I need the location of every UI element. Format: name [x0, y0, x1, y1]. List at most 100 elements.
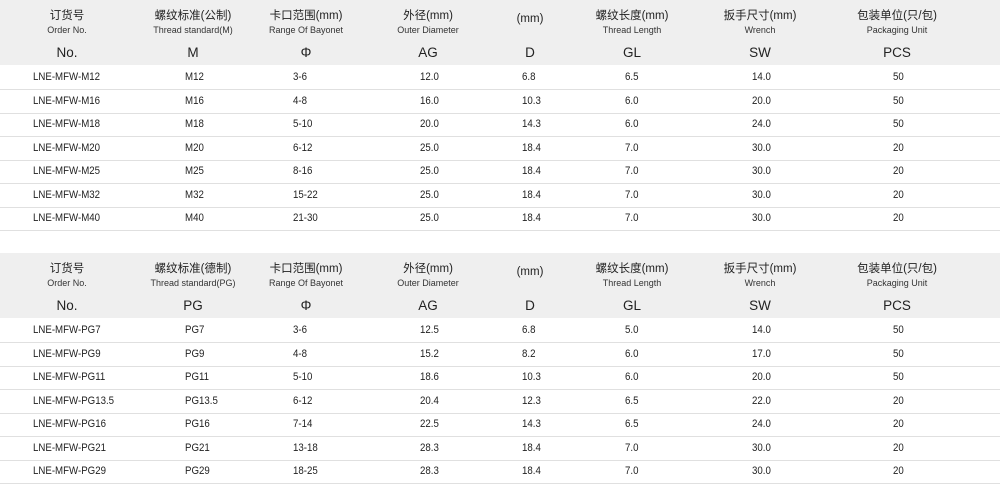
header-symbol: SW: [749, 45, 771, 60]
header-symbol: SW: [749, 298, 771, 313]
cell: LNE-MFW-M20: [33, 141, 101, 154]
header-symbol: PG: [183, 298, 203, 313]
header-zh: 螺纹标准(公制): [154, 10, 232, 22]
cell: LNE-MFW-PG16: [33, 418, 106, 430]
row-divider: [0, 389, 1000, 390]
row-divider: [0, 459, 1000, 461]
header-zh: 螺纹标准(德制): [154, 263, 232, 275]
header-symbol: No.: [56, 298, 78, 313]
cell: 30.0: [752, 212, 771, 224]
cell: PG16: [185, 418, 210, 430]
cell: 4-8: [293, 347, 307, 360]
cell: LNE-MFW-M25: [33, 165, 101, 177]
cell: LNE-MFW-M32: [33, 188, 101, 201]
header-zh: 外径(mm): [403, 263, 453, 275]
cell: 50: [893, 347, 904, 360]
header-zh: 扳手尺寸(mm): [723, 10, 797, 22]
cell: 3-6: [293, 324, 307, 336]
cell: 20: [893, 441, 904, 454]
cell: 7.0: [625, 141, 639, 154]
header-zh: 螺纹长度(mm): [595, 263, 669, 275]
cell: 25.0: [420, 188, 439, 201]
cell: LNE-MFW-M12: [33, 71, 101, 83]
row-divider: [0, 136, 1000, 137]
cell: M16: [185, 94, 204, 107]
cell: 24.0: [752, 118, 771, 130]
cell: 6.8: [522, 324, 536, 336]
header-symbol: PCS: [883, 45, 911, 60]
cell: 18.4: [522, 188, 541, 201]
cell: LNE-MFW-PG7: [33, 324, 101, 336]
cell: 6-12: [293, 394, 313, 407]
cell: 10.3: [522, 94, 541, 107]
cell: 20: [893, 165, 904, 177]
cell: 6.5: [625, 418, 639, 430]
header-zh: 订货号: [49, 10, 85, 22]
cell: M12: [185, 71, 204, 83]
cell: 5-10: [293, 118, 313, 130]
row-divider: [0, 112, 1000, 114]
cell: 28.3: [420, 441, 439, 454]
cell: 14.0: [752, 71, 771, 83]
header-zh: (mm): [516, 13, 544, 25]
cell: PG11: [185, 371, 210, 383]
header-symbol: D: [525, 45, 535, 60]
cell: 25.0: [420, 141, 439, 154]
cell: LNE-MFW-M16: [33, 94, 101, 107]
cell: 6.0: [625, 371, 639, 383]
cell: 18.4: [522, 212, 541, 224]
row-divider: [0, 89, 1000, 90]
cell: 7-14: [293, 418, 313, 430]
cell: LNE-MFW-PG11: [33, 371, 106, 383]
cell: M18: [185, 118, 204, 130]
header-symbol: GL: [622, 298, 642, 313]
cell: 30.0: [752, 165, 771, 177]
cell: 20: [893, 465, 904, 477]
cell: 22.5: [420, 418, 439, 430]
cell: 30.0: [752, 188, 771, 201]
cell: 20.0: [420, 118, 439, 130]
header-zh: 卡口范围(mm): [269, 263, 343, 275]
header-en: Range Of Bayonet: [268, 25, 344, 35]
cell: 20: [893, 394, 904, 407]
header-symbol: PCS: [883, 298, 911, 313]
cell: 21-30: [293, 212, 318, 224]
cell: 50: [893, 71, 904, 83]
cell: PG13.5: [185, 394, 218, 407]
cell: LNE-MFW-PG21: [33, 441, 106, 454]
header-en: Thread standard(PG): [150, 278, 236, 288]
cell: 6.5: [625, 71, 639, 83]
cell: LNE-MFW-PG13.5: [33, 394, 115, 407]
cell: 6.0: [625, 347, 639, 360]
table: 订货号 Order No. No. 螺纹标准(德制) Thread standard(P…: [0, 253, 1000, 485]
cell: 22.0: [752, 394, 771, 407]
header-en: Thread Length: [602, 25, 662, 35]
cell: 18.4: [522, 465, 541, 477]
header-symbol: GL: [622, 45, 642, 60]
header-en: Range Of Bayonet: [268, 278, 344, 288]
cell: PG7: [185, 324, 205, 336]
row-divider: [0, 230, 1000, 231]
cell: 20.0: [752, 371, 771, 383]
cell: PG9: [185, 347, 205, 360]
cell: 7.0: [625, 465, 639, 477]
header-en: Packaging Unit: [866, 25, 928, 35]
cell: 20: [893, 418, 904, 430]
header-zh: 卡口范围(mm): [269, 10, 343, 22]
table-header: [0, 0, 1000, 65]
cell: 30.0: [752, 465, 771, 477]
cell: 3-6: [293, 71, 307, 83]
cell: 24.0: [752, 418, 771, 430]
cell: PG21: [185, 441, 210, 454]
cell: 18.4: [522, 165, 541, 177]
header-symbol: M: [187, 45, 199, 60]
row-divider: [0, 365, 1000, 367]
header-symbol: AG: [418, 298, 438, 313]
row-divider: [0, 342, 1000, 343]
cell: 20: [893, 141, 904, 154]
header-symbol: Φ: [300, 298, 312, 313]
cell: 7.0: [625, 441, 639, 454]
header-en: Thread standard(M): [153, 25, 233, 35]
cell: 8.2: [522, 347, 536, 360]
cell: 10.3: [522, 371, 541, 383]
